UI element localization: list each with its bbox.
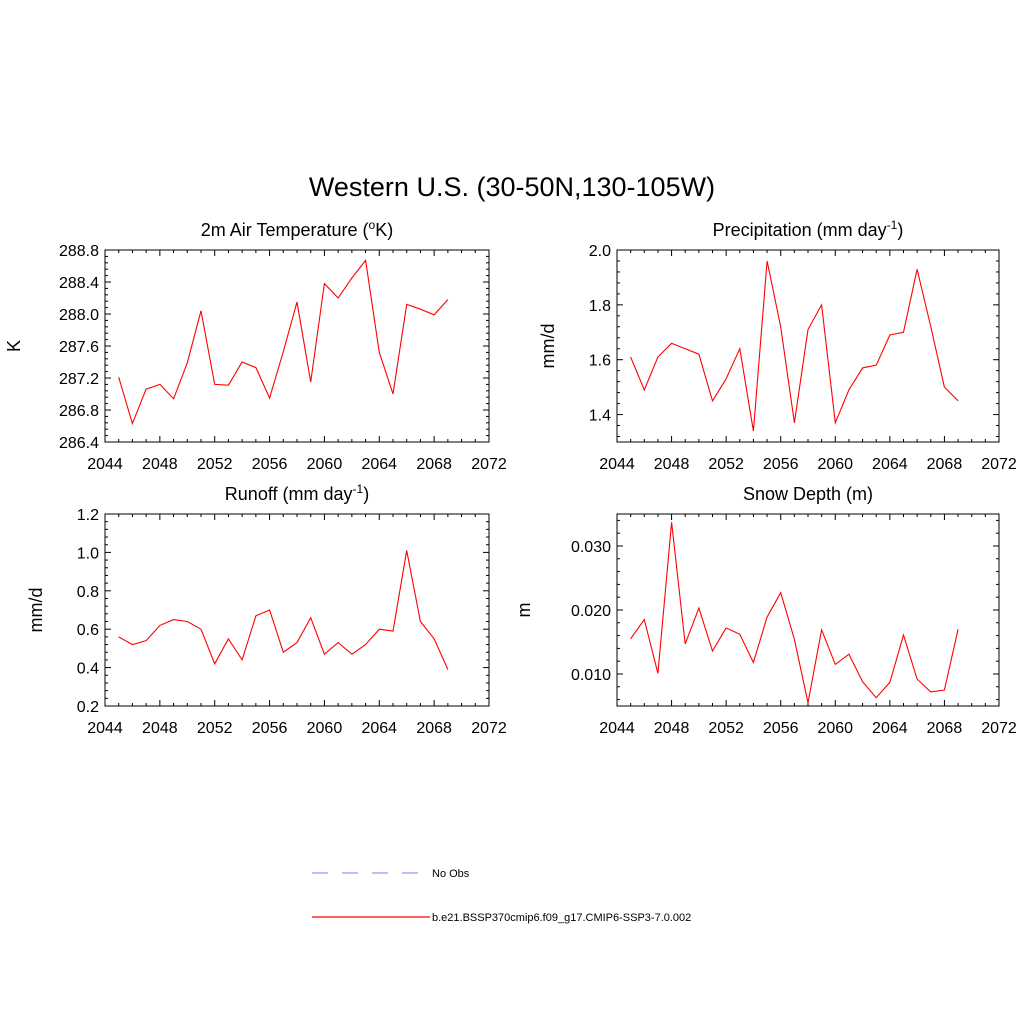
y-tick-label: 1.2 [77, 507, 99, 524]
x-tick-label: 2052 [197, 456, 233, 473]
y-tick-label: 1.4 [589, 408, 611, 425]
x-tick-label: 2072 [981, 456, 1017, 473]
title-tail: ) [897, 220, 903, 240]
legend-entry-no-obs: No Obs [312, 868, 470, 880]
x-tick-label: 2064 [361, 720, 397, 737]
y-axis-label: m [514, 603, 534, 618]
x-tick-label: 2044 [87, 720, 123, 737]
y-tick-label: 286.4 [59, 435, 99, 452]
title-superscript: -1 [887, 218, 898, 232]
x-tick-label: 2052 [708, 720, 744, 737]
x-tick-label: 2044 [599, 720, 635, 737]
x-tick-label: 2068 [416, 720, 452, 737]
x-tick-label: 2048 [654, 456, 690, 473]
x-tick-label: 2048 [142, 720, 178, 737]
y-axis-label: K [4, 340, 24, 352]
x-tick-label: 2048 [142, 456, 178, 473]
title-tail: ) [363, 484, 369, 504]
y-tick-label: 0.020 [571, 603, 611, 620]
y-tick-label: 0.8 [77, 584, 99, 601]
panel-title: Snow Depth (m) [743, 484, 873, 504]
plot-frame [104, 249, 490, 443]
y-tick-label: 0.2 [77, 699, 99, 716]
y-tick-label: 288.8 [59, 243, 99, 260]
plot-frame [616, 249, 1000, 443]
y-tick-label: 1.6 [589, 353, 611, 370]
x-tick-label: 2072 [981, 720, 1017, 737]
x-tick-label: 2064 [872, 456, 908, 473]
x-tick-label: 2072 [471, 456, 507, 473]
plot-frame [104, 513, 490, 707]
panel-title: Precipitation (mm day-1) [713, 218, 904, 240]
x-tick-label: 2072 [471, 720, 507, 737]
x-tick-label: 2068 [927, 720, 963, 737]
title-main: Snow Depth (m) [743, 484, 873, 504]
x-tick-label: 2064 [872, 720, 908, 737]
legend-entry-model-run: b.e21.BSSP370cmip6.f09_g17.CMIP6-SSP3-7.… [312, 912, 691, 924]
x-tick-label: 2056 [252, 720, 288, 737]
series-line [118, 259, 449, 426]
panel-runoff: Runoff (mm day-1) mm/d 2044 2048 2052 2056 2… [26, 482, 507, 737]
panel-precipitation: Precipitation (mm day-1) mm/d 2044 2048 20… [538, 218, 1017, 473]
x-tick-label: 2044 [599, 456, 635, 473]
y-tick-label: 0.030 [571, 539, 611, 556]
x-tick-label: 2064 [361, 456, 397, 473]
x-tick-label: 2060 [817, 720, 853, 737]
series-line [630, 260, 959, 432]
x-tick-label: 2068 [927, 456, 963, 473]
title-main: Precipitation (mm day [713, 220, 887, 240]
y-axis-label: mm/d [26, 588, 46, 633]
panel-air-temperature: 2m Air Temperature (oK) K 2044 2048 2052 20… [4, 218, 507, 473]
figure-title: Western U.S. (30-50N,130-105W) [309, 172, 715, 202]
series-line [118, 550, 449, 670]
title-tail: K) [375, 220, 393, 240]
x-tick-label: 2044 [87, 456, 123, 473]
panel-snow-depth: Snow Depth (m) m 2044 2048 2052 2056 2060 206… [514, 484, 1017, 737]
x-tick-label: 2056 [252, 456, 288, 473]
y-tick-label: 0.4 [77, 661, 99, 678]
title-superscript: -1 [353, 482, 364, 496]
y-tick-label: 287.2 [59, 371, 99, 388]
y-tick-label: 288.4 [59, 275, 99, 292]
y-tick-label: 287.6 [59, 339, 99, 356]
title-main: Runoff (mm day [225, 484, 353, 504]
y-tick-label: 0.010 [571, 667, 611, 684]
x-tick-label: 2060 [817, 456, 853, 473]
y-tick-label: 288.0 [59, 307, 99, 324]
x-tick-label: 2052 [197, 720, 233, 737]
x-tick-label: 2060 [307, 720, 343, 737]
y-axis-label: mm/d [538, 324, 558, 369]
panel-title: 2m Air Temperature (oK) [201, 218, 393, 240]
title-superscript: o [369, 218, 376, 232]
legend-label: No Obs [432, 868, 470, 880]
series-line [630, 522, 959, 703]
x-tick-label: 2052 [708, 456, 744, 473]
y-tick-label: 1.0 [77, 545, 99, 562]
x-tick-label: 2048 [654, 720, 690, 737]
x-tick-label: 2056 [763, 456, 799, 473]
y-tick-label: 286.8 [59, 403, 99, 420]
legend-label: b.e21.BSSP370cmip6.f09_g17.CMIP6-SSP3-7.… [432, 912, 691, 924]
y-tick-label: 0.6 [77, 622, 99, 639]
y-tick-label: 1.8 [589, 298, 611, 315]
panel-title: Runoff (mm day-1) [225, 482, 369, 504]
title-main: 2m Air Temperature ( [201, 220, 369, 240]
legend: No Obs b.e21.BSSP370cmip6.f09_g17.CMIP6-… [312, 868, 691, 924]
x-tick-label: 2056 [763, 720, 799, 737]
x-tick-label: 2068 [416, 456, 452, 473]
x-tick-label: 2060 [307, 456, 343, 473]
y-tick-label: 2.0 [589, 243, 611, 260]
